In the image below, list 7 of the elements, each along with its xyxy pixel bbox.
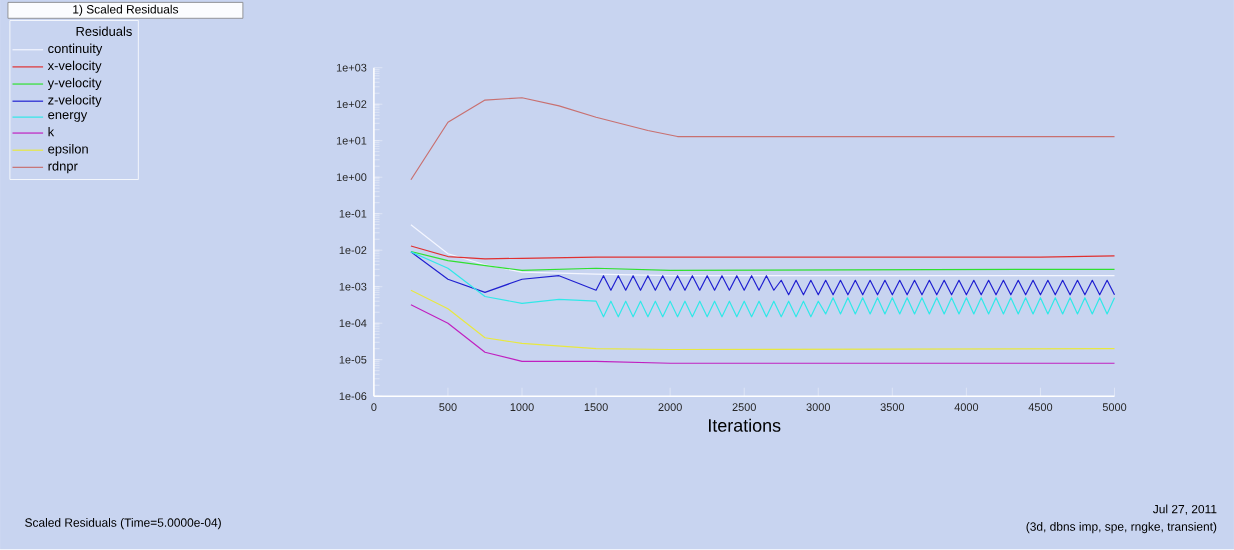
line-series <box>410 224 1116 277</box>
line-series <box>410 251 1116 318</box>
line-series <box>410 251 1116 272</box>
line-series <box>410 304 1116 365</box>
line-series <box>410 251 1116 296</box>
line-series <box>410 289 1116 351</box>
x-axis-title: Iterations <box>709 418 781 433</box>
